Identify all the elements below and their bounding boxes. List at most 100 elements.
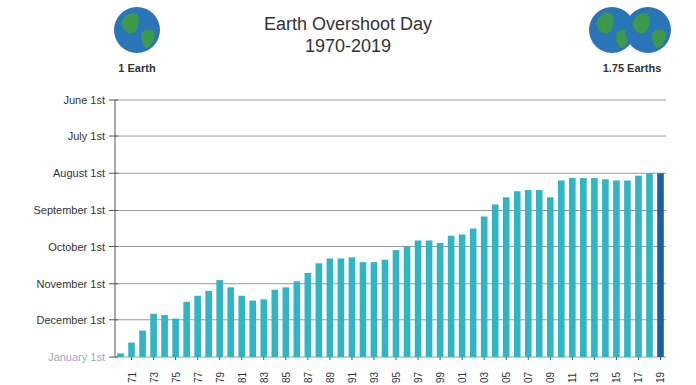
y-axis: [115, 100, 116, 357]
bar: [536, 190, 543, 357]
category-label: 85: [281, 371, 292, 383]
bar: [161, 315, 168, 357]
grid-line: [115, 100, 666, 101]
x-tick: [594, 357, 595, 360]
x-tick: [660, 357, 661, 360]
bar: [371, 262, 378, 357]
bar: [525, 190, 532, 357]
x-tick: [175, 357, 176, 360]
category-label: 07: [523, 371, 534, 383]
category-label: 09: [545, 371, 556, 383]
tick-label: July 1st: [68, 130, 105, 142]
tick-label: October 1st: [48, 241, 105, 253]
tick-label: January 1st: [48, 351, 105, 363]
bar: [260, 299, 267, 357]
category-label: 17: [633, 371, 644, 383]
x-tick: [351, 357, 352, 360]
tick-mark: [109, 283, 118, 284]
category-label: 15: [611, 371, 622, 383]
globe-ocean: [114, 7, 160, 53]
bar: [216, 280, 223, 357]
tick-mark: [109, 357, 118, 358]
globe-land: [141, 29, 155, 48]
x-tick: [197, 357, 198, 360]
x-tick: [506, 357, 507, 360]
globe-ocean: [625, 7, 671, 53]
category-label: 91: [347, 371, 358, 383]
globe-icon: [625, 7, 671, 53]
category-label: 73: [149, 371, 160, 383]
bar: [448, 236, 455, 357]
globe-land: [596, 13, 614, 34]
x-tick: [219, 357, 220, 360]
chart: Earth Overshoot Day1970-20191 Earth1.75 …: [0, 0, 696, 385]
bar: [205, 291, 212, 357]
globe-land: [632, 13, 650, 34]
bar: [283, 287, 290, 357]
annotation: 1 Earth: [118, 62, 156, 74]
bar: [426, 241, 433, 357]
grid-line: [115, 173, 666, 174]
category-label: 83: [259, 371, 270, 383]
bar: [316, 263, 323, 357]
x-tick: [285, 357, 286, 360]
bar: [172, 319, 179, 357]
grid-line: [115, 136, 666, 137]
bar: [194, 296, 201, 357]
x-tick: [153, 357, 154, 360]
bar: [305, 273, 312, 357]
category-label: 89: [325, 371, 336, 383]
category-label: 79: [215, 371, 226, 383]
bar: [249, 301, 256, 357]
annotation: 1.75 Earths: [603, 62, 662, 74]
bar: [481, 216, 488, 357]
tick-label: September 1st: [33, 204, 105, 216]
bars: [117, 173, 664, 357]
category-label: 11: [567, 372, 578, 383]
bar: [183, 302, 190, 357]
bar: [117, 353, 124, 357]
tick-label: December 1st: [37, 314, 105, 326]
x-tick: [484, 357, 485, 360]
tick-mark: [109, 319, 118, 320]
x-tick: [572, 357, 573, 360]
bar: [415, 241, 422, 357]
bar: [591, 178, 598, 357]
x-tick: [616, 357, 617, 360]
bar: [327, 259, 334, 357]
bar: [238, 296, 245, 357]
tick-mark: [109, 173, 118, 174]
tick-mark: [109, 136, 118, 137]
x-tick: [263, 357, 264, 360]
bar: [492, 204, 499, 357]
category-label: 05: [501, 371, 512, 383]
bar: [393, 250, 400, 357]
bar: [646, 173, 653, 357]
category-label: 71: [127, 371, 138, 383]
category-label: 99: [435, 371, 446, 383]
bar: [459, 235, 466, 357]
x-tick: [241, 357, 242, 360]
title: Earth Overshoot Day: [264, 14, 432, 34]
x-tick: [396, 357, 397, 360]
bar: [558, 180, 565, 357]
bar: [514, 191, 521, 357]
bar: [128, 343, 135, 357]
globe-land: [652, 29, 666, 48]
tick-mark: [109, 246, 118, 247]
globe-land: [121, 13, 139, 34]
category-label: 93: [369, 371, 380, 383]
x-tick: [373, 357, 374, 360]
bar: [349, 257, 356, 357]
category-label: 95: [391, 371, 402, 383]
x-tick: [462, 357, 463, 360]
bar: [227, 287, 234, 357]
bar: [360, 262, 367, 357]
bar: [580, 178, 587, 357]
bar: [602, 179, 609, 357]
x-tick: [528, 357, 529, 360]
category-label: 13: [589, 371, 600, 383]
x-tick: [307, 357, 308, 360]
category-label: 01: [457, 371, 468, 383]
bar: [635, 176, 642, 357]
